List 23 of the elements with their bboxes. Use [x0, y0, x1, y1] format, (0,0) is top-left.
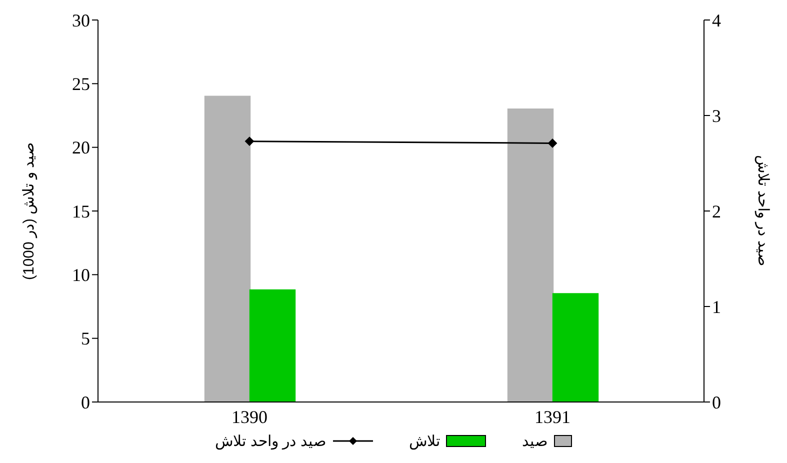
bar: [249, 289, 296, 402]
x-tick-label: 1391: [534, 406, 570, 427]
bar: [507, 108, 554, 402]
y-tick-label: 15: [72, 201, 90, 222]
bar: [552, 293, 599, 402]
x-tick-label: 1390: [232, 406, 268, 427]
y-tick-label: 0: [81, 392, 90, 412]
y2-axis-title: صید در واحد تلاش: [754, 155, 772, 267]
y2-tick-label: 4: [712, 10, 721, 30]
legend-label: تلاش: [408, 432, 440, 450]
y2-tick-label: 0: [712, 392, 721, 412]
legend-label: صید: [522, 432, 548, 450]
y-tick-label: 5: [81, 328, 90, 349]
y2-tick-label: 3: [712, 106, 721, 126]
y2-tick-label: 2: [712, 201, 721, 222]
legend-label: صید در واحد تلاش: [215, 432, 327, 450]
y-axis-title: صید و تلاش (در 1000): [20, 142, 38, 280]
bar: [204, 96, 251, 402]
y-tick-label: 10: [72, 265, 90, 286]
y-tick-label: 25: [72, 74, 90, 94]
y-tick-label: 30: [72, 10, 90, 30]
y-tick-label: 20: [72, 138, 90, 158]
y2-tick-label: 1: [712, 296, 721, 317]
